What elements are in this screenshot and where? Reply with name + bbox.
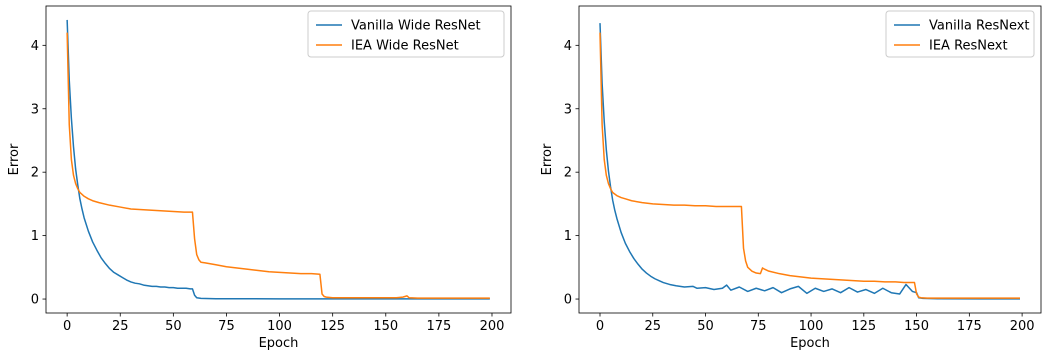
x-tick-label: 200 bbox=[1010, 319, 1035, 334]
x-tick-label: 75 bbox=[218, 319, 235, 334]
series-line-vanilla-resnext bbox=[599, 23, 1020, 300]
series-line-iea-resnext bbox=[599, 32, 1020, 299]
x-tick-label: 75 bbox=[750, 319, 767, 334]
x-tick-label: 125 bbox=[851, 319, 876, 334]
x-tick-label: 175 bbox=[426, 319, 451, 334]
legend-label: IEA Wide ResNet bbox=[351, 39, 459, 54]
axes-frame bbox=[45, 5, 512, 314]
legend-box bbox=[885, 10, 1035, 58]
x-tick-label: 100 bbox=[267, 319, 292, 334]
x-axis-label: Epoch bbox=[790, 336, 830, 351]
x-tick-label: 25 bbox=[112, 319, 129, 334]
x-tick-label: 0 bbox=[63, 319, 71, 334]
x-tick-label: 150 bbox=[904, 319, 929, 334]
x-tick-label: 100 bbox=[799, 319, 824, 334]
x-tick-label: 175 bbox=[957, 319, 982, 334]
y-tick-label: 2 bbox=[564, 166, 572, 181]
y-tick-label: 3 bbox=[31, 102, 39, 117]
legend-label: Vanilla Wide ResNet bbox=[351, 19, 481, 34]
y-tick-label: 4 bbox=[564, 39, 572, 54]
y-tick-label: 1 bbox=[564, 229, 572, 244]
y-tick-label: 0 bbox=[31, 293, 39, 308]
y-axis-label: Error bbox=[7, 143, 22, 175]
y-axis-label: Error bbox=[540, 143, 555, 175]
y-tick-label: 0 bbox=[564, 293, 572, 308]
x-tick-label: 50 bbox=[697, 319, 714, 334]
legend-label: IEA ResNext bbox=[929, 39, 1008, 54]
legend-label: Vanilla ResNext bbox=[929, 19, 1030, 34]
x-axis-label: Epoch bbox=[259, 336, 299, 351]
left-chart-panel: 0 25 50 75 100 125 150 175 200 0 1 2 3 4 Epoch Error Van… bbox=[7, 5, 512, 351]
y-tick-label: 2 bbox=[31, 166, 39, 181]
x-tick-label: 125 bbox=[320, 319, 345, 334]
x-tick-label: 200 bbox=[480, 319, 505, 334]
axes-frame bbox=[578, 5, 1042, 314]
x-tick-label: 25 bbox=[644, 319, 661, 334]
y-tick-label: 4 bbox=[31, 39, 39, 54]
series-line-vanilla-wide-resnet bbox=[66, 19, 490, 300]
legend-box bbox=[307, 10, 505, 58]
y-tick-label: 3 bbox=[564, 102, 572, 117]
y-tick-label: 1 bbox=[31, 229, 39, 244]
right-chart-panel: 0 25 50 75 100 125 150 175 200 0 1 2 3 4 Epoch Error Van… bbox=[540, 5, 1042, 351]
x-tick-label: 150 bbox=[373, 319, 398, 334]
x-tick-label: 50 bbox=[165, 319, 182, 334]
x-tick-label: 0 bbox=[596, 319, 604, 334]
series-line-iea-wide-resnet bbox=[66, 32, 490, 299]
